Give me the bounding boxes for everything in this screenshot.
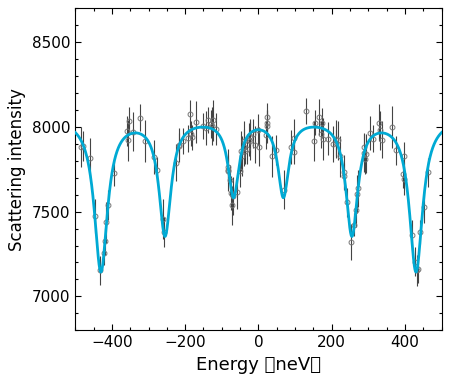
X-axis label: Energy （neV）: Energy （neV） <box>196 356 321 374</box>
Y-axis label: Scattering intensity: Scattering intensity <box>9 88 27 251</box>
